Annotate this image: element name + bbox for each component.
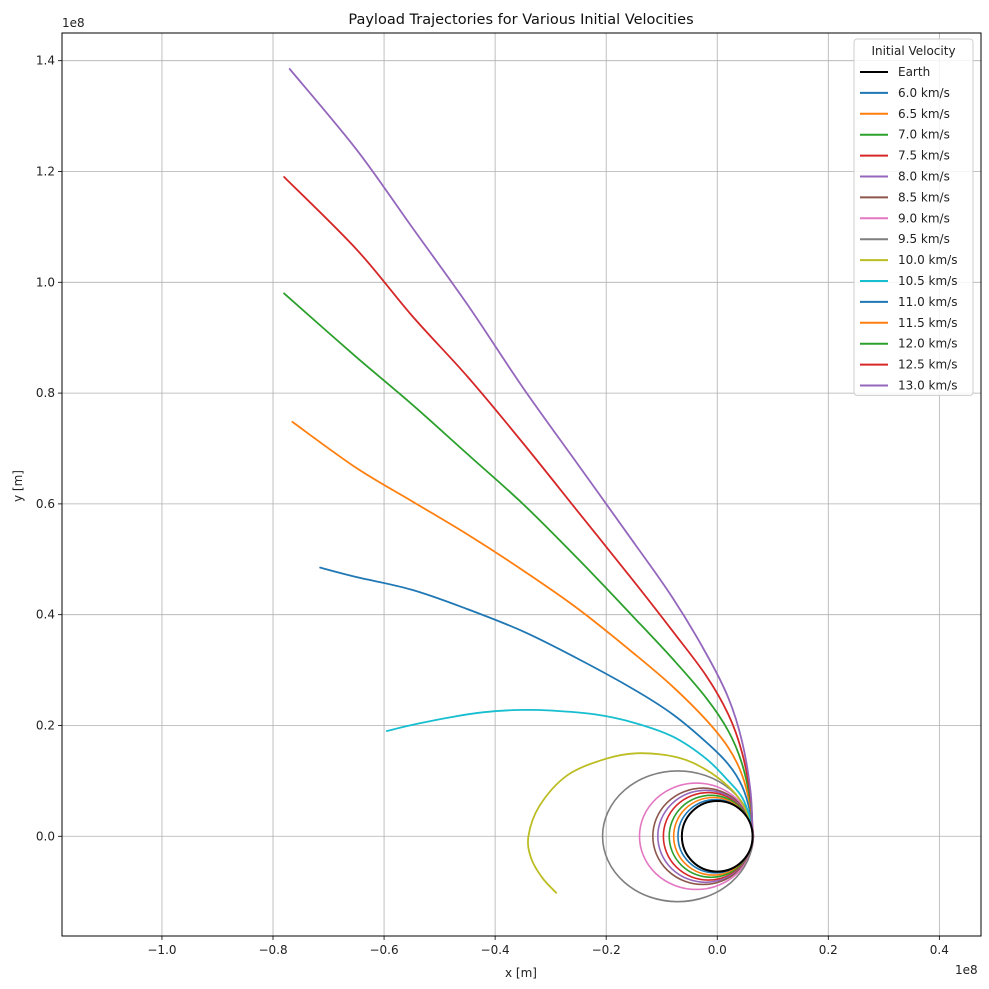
x-tick-label: 0.2 [819,943,838,957]
series-13-0-km-s [288,68,754,838]
legend-box [853,38,974,396]
legend-label: 6.5 km/s [898,107,950,121]
legend-label: 7.0 km/s [898,128,950,142]
y-tick-label: 1.0 [36,275,55,289]
y-tick-label: 0.4 [36,608,55,622]
x-tick-label: −0.6 [369,943,398,957]
grid-lines [62,33,981,936]
series-11-0-km-s [319,566,754,838]
series-12-0-km-s [283,292,754,838]
legend-label: 6.0 km/s [898,86,950,100]
legend-label: 9.5 km/s [898,232,950,246]
x-tick-label: 0.0 [708,943,727,957]
legend-label: 11.5 km/s [898,316,957,330]
series-10-0-km-s [527,752,754,894]
y-tick-label: 0.8 [36,386,55,400]
legend-label: 12.5 km/s [898,358,957,372]
legend-label: Earth [898,65,930,79]
x-tick-label: −0.8 [258,943,287,957]
plot-area-frame [61,32,982,937]
y-tick-label: 0.0 [36,829,55,843]
legend-label: 10.0 km/s [898,253,957,267]
series-earth [680,799,754,873]
legend: Initial Velocity Earth 6.0 km/s 6.5 km/s 7.… [853,38,974,396]
y-tick-label: 0.2 [36,718,55,732]
y-offset-label: 1e8 [62,16,85,30]
x-tick-label: −0.2 [592,943,621,957]
x-tick-label: −0.4 [481,943,510,957]
y-axis-ticks: 0.0 0.2 0.4 0.6 0.8 1.0 1.2 1.4 [36,54,62,843]
x-axis-label: x [m] [505,966,537,980]
legend-label: 7.5 km/s [898,149,950,163]
legend-title: Initial Velocity [871,44,955,58]
legend-label: 11.0 km/s [898,295,957,309]
series-10-5-km-s [385,708,754,838]
y-tick-label: 0.6 [36,497,55,511]
chart-title: Payload Trajectories for Various Initial… [348,12,693,28]
legend-label: 8.5 km/s [898,190,950,204]
x-tick-label: 0.4 [930,943,949,957]
series-12-5-km-s [283,176,754,838]
x-offset-label: 1e8 [955,963,978,977]
plot-series [283,68,755,903]
x-tick-label: −1.0 [147,943,176,957]
legend-label: 9.0 km/s [898,211,950,225]
legend-items: Earth 6.0 km/s 6.5 km/s 7.0 km/s 7.5 km/s 8.0… [860,65,957,393]
legend-label: 12.0 km/s [898,337,957,351]
y-tick-label: 1.4 [36,54,55,68]
y-tick-label: 1.2 [36,164,55,178]
legend-label: 8.0 km/s [898,170,950,184]
legend-label: 13.0 km/s [898,379,957,393]
series-11-5-km-s [291,421,754,838]
x-axis-ticks: −1.0 −0.8 −0.6 −0.4 −0.2 0.0 0.2 0.4 [147,936,949,957]
legend-label: 10.5 km/s [898,274,957,288]
y-axis-label: y [m] [11,470,25,502]
